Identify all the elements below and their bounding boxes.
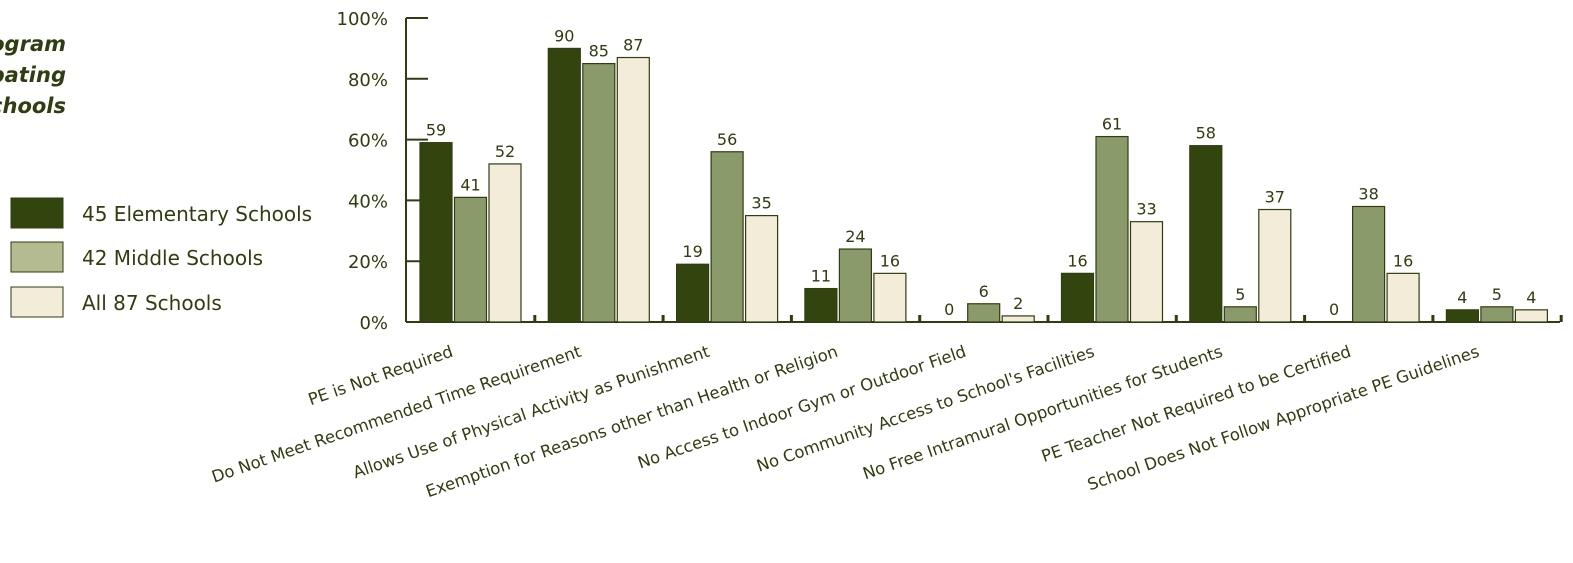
bar: [1129, 221, 1164, 323]
data-label: 11: [811, 267, 831, 286]
data-label: 52: [495, 142, 515, 161]
data-label: 56: [717, 130, 737, 149]
data-label: 85: [589, 42, 609, 61]
bar: [873, 272, 907, 323]
bar: [710, 151, 744, 323]
data-label: 4: [1526, 288, 1536, 307]
y-tick-label: 100%: [337, 9, 388, 30]
y-tick-label: 60%: [348, 131, 388, 152]
bar: [1386, 272, 1420, 323]
bar: [1223, 306, 1257, 323]
bar: [1514, 309, 1549, 323]
bar: [1258, 208, 1292, 323]
bar: [1189, 145, 1223, 323]
legend-swatch: [10, 197, 64, 229]
legend-label: 45 Elementary Schools: [82, 202, 312, 226]
bar: [967, 303, 1001, 323]
legend-swatch: [10, 286, 64, 318]
bar: [616, 56, 650, 323]
bar: [453, 196, 488, 323]
bar: [582, 62, 616, 323]
bar: [1445, 309, 1480, 323]
x-separator-tick: [1174, 315, 1178, 322]
data-label: 61: [1102, 115, 1122, 134]
x-separator-tick: [1303, 315, 1307, 322]
data-labels: 59 41 52 90 85 87 19 56 35 11 24 16 0 6 2 16 61 33 58 5 37 0 3…: [426, 26, 1537, 319]
bar: [1060, 272, 1095, 323]
data-label: 0: [944, 300, 954, 319]
data-label: 35: [751, 194, 771, 213]
title-line: chools: [0, 94, 66, 118]
data-label: 90: [554, 26, 574, 45]
data-label: 16: [880, 251, 900, 270]
legend-swatch: [10, 241, 64, 273]
x-separator-tick: [1559, 315, 1563, 322]
data-label: 4: [1457, 288, 1467, 307]
data-label: 33: [1136, 200, 1156, 219]
data-label: 5: [1235, 285, 1245, 304]
data-label: 19: [682, 242, 702, 261]
x-separator-tick: [1431, 315, 1435, 322]
data-label: 2: [1013, 294, 1023, 313]
data-label: 38: [1358, 184, 1378, 203]
data-label: 37: [1265, 188, 1285, 207]
x-separator-tick: [789, 315, 793, 322]
bar: [1480, 306, 1514, 323]
data-label: 0: [1329, 300, 1339, 319]
y-tick-label: 40%: [348, 191, 388, 212]
x-separator-tick: [533, 315, 537, 322]
y-tick-label: 0%: [359, 313, 388, 334]
bars: [419, 47, 1549, 323]
data-label: 41: [460, 175, 480, 194]
bar: [838, 248, 873, 323]
bar: [547, 47, 581, 323]
data-label: 58: [1196, 124, 1216, 143]
chart-title: ogram pating chools: [0, 32, 66, 118]
title-line: pating: [0, 63, 66, 87]
bar: [1001, 315, 1035, 323]
x-separator-tick: [1046, 315, 1050, 322]
bar: [675, 263, 710, 323]
x-separator-tick: [661, 315, 665, 322]
data-label: 59: [426, 121, 446, 140]
bar: [1095, 135, 1129, 323]
y-tick-label: 20%: [348, 252, 388, 273]
legend-label: 42 Middle Schools: [82, 246, 263, 270]
data-label: 16: [1067, 251, 1087, 270]
data-label: 5: [1492, 285, 1502, 304]
bar: [488, 163, 522, 323]
data-label: 16: [1393, 251, 1413, 270]
bar: [804, 287, 838, 323]
data-label: 6: [979, 282, 989, 301]
legend-label: All 87 Schools: [82, 291, 222, 315]
bar: [419, 142, 453, 323]
y-tick-label: 80%: [348, 70, 388, 91]
bar: [1351, 205, 1386, 323]
x-separator-tick: [918, 315, 922, 322]
legend: 45 Elementary Schools 42 Middle Schools Al…: [10, 197, 312, 318]
title-line: ogram: [0, 32, 66, 56]
bar: [744, 215, 779, 323]
data-label: 87: [623, 36, 643, 55]
data-label: 24: [845, 227, 865, 246]
